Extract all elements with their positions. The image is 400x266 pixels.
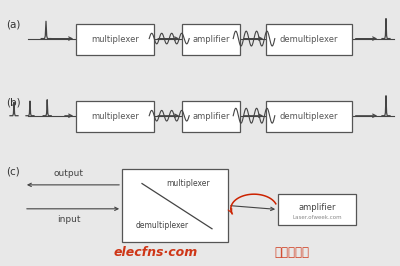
Text: demultiplexer: demultiplexer xyxy=(280,112,338,121)
Bar xyxy=(182,24,240,55)
Bar xyxy=(266,24,352,55)
Bar xyxy=(122,169,228,242)
Text: 电子发烧友: 电子发烧友 xyxy=(274,246,310,259)
Text: output: output xyxy=(54,169,84,178)
Text: elecfns·com: elecfns·com xyxy=(114,246,198,259)
Text: demultiplexer: demultiplexer xyxy=(280,35,338,44)
Bar xyxy=(76,101,154,132)
Text: amplifier: amplifier xyxy=(192,35,230,44)
Text: (a): (a) xyxy=(6,20,20,30)
Text: multiplexer: multiplexer xyxy=(91,112,139,121)
Text: Laser.ofweek.com: Laser.ofweek.com xyxy=(292,215,342,220)
Text: demultiplexer: demultiplexer xyxy=(136,222,189,230)
Bar xyxy=(76,24,154,55)
Text: input: input xyxy=(57,215,81,225)
Text: multiplexer: multiplexer xyxy=(91,35,139,44)
Text: amplifier: amplifier xyxy=(192,112,230,121)
Text: (c): (c) xyxy=(6,166,20,176)
Bar xyxy=(182,101,240,132)
Bar xyxy=(266,101,352,132)
Text: (b): (b) xyxy=(6,97,21,107)
Text: multiplexer: multiplexer xyxy=(166,179,210,188)
Bar xyxy=(278,194,356,225)
Text: amplifier: amplifier xyxy=(298,203,336,213)
